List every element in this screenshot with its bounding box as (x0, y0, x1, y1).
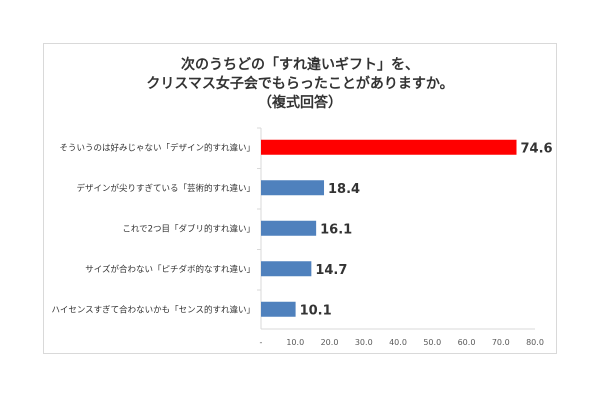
category-label: そういうのは好みじゃない「デザイン的すれ違い」 (59, 142, 255, 153)
x-tick-label: 70.0 (492, 338, 510, 347)
value-label: 74.6 (521, 141, 553, 156)
bar (261, 301, 296, 317)
x-tick-label: 20.0 (321, 338, 339, 347)
bar (261, 261, 312, 277)
chart-title-line-1: 次のうちどの「すれ違いギフト」を、 (181, 57, 419, 73)
value-label: 14.7 (315, 263, 347, 278)
category-label: これで2つ目「ダブリ的すれ違い」 (122, 223, 255, 234)
chart-title-line-3: （複式回答） (258, 95, 342, 111)
bar (261, 180, 325, 196)
chart-frame (43, 43, 557, 354)
x-tick-label: 80.0 (526, 338, 544, 347)
x-tick-label: - (260, 338, 263, 347)
x-tick-label: 50.0 (423, 338, 441, 347)
category-label: デザインが尖りすぎている「芸術的すれ違い」 (76, 183, 255, 194)
bar (261, 139, 517, 155)
chart-title: 次のうちどの「すれ違いギフト」を、 クリスマス女子会でもらったことがありますか。… (0, 56, 600, 113)
x-tick-label: 40.0 (389, 338, 407, 347)
value-label: 18.4 (328, 182, 360, 197)
category-label: ハイセンスすぎて合わないかも「センス的すれ違い」 (52, 304, 256, 315)
x-tick-label: 30.0 (355, 338, 373, 347)
chart-title-line-2: クリスマス女子会でもらったことがありますか。 (146, 76, 454, 92)
x-tick-label: 10.0 (286, 338, 304, 347)
x-tick-label: 60.0 (458, 338, 476, 347)
value-label: 16.1 (320, 222, 352, 237)
category-label: サイズが合わない「ピチダボ的なすれ違い」 (85, 264, 255, 275)
value-label: 10.1 (300, 303, 332, 318)
bar (261, 220, 317, 236)
